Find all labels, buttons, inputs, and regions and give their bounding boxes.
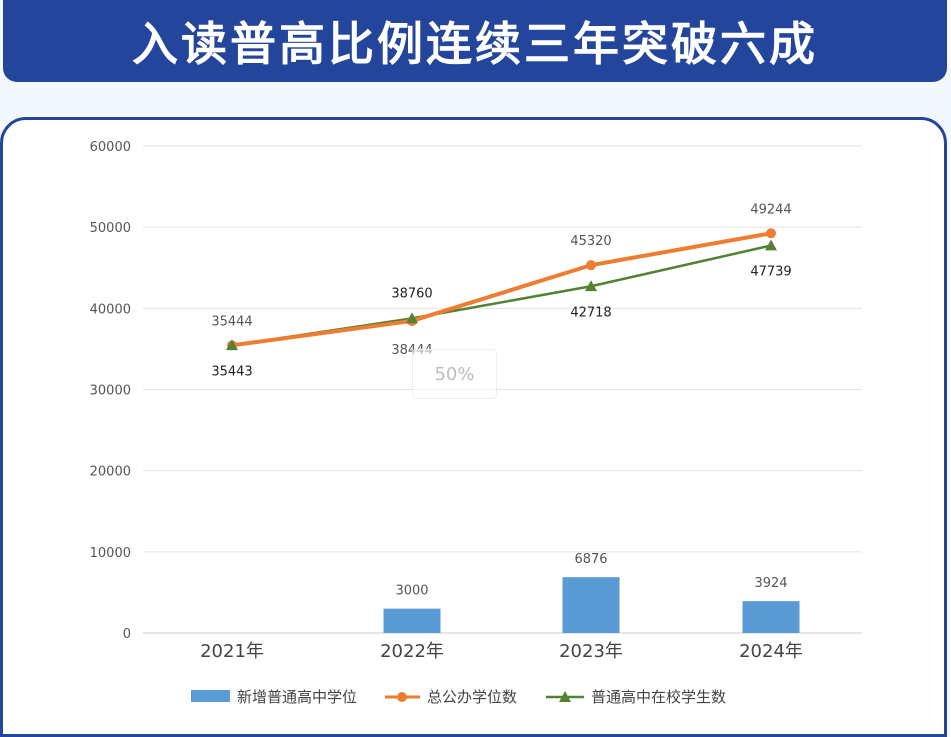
y-tick-label: 60000 — [90, 140, 131, 155]
data-label: 45320 — [570, 234, 611, 249]
bar — [383, 608, 441, 633]
data-label: 35443 — [211, 364, 252, 379]
data-label: 47739 — [750, 265, 791, 280]
data-point — [766, 228, 776, 239]
legend-label: 新增普通高中学位 — [237, 688, 357, 706]
x-tick-label: 2022年 — [380, 641, 444, 662]
data-point — [226, 339, 238, 351]
y-tick-label: 50000 — [90, 221, 131, 236]
data-point — [406, 312, 418, 324]
y-tick-label: 0 — [123, 627, 131, 642]
legend-label: 普通高中在校学生数 — [591, 688, 726, 706]
y-tick-label: 30000 — [90, 384, 131, 399]
page-title: 入读普高比例连续三年突破六成 — [132, 17, 818, 71]
legend-swatch — [191, 690, 230, 702]
bar — [742, 601, 800, 633]
legend-marker — [559, 691, 571, 702]
y-tick-label: 20000 — [90, 465, 131, 480]
legend-label: 总公办学位数 — [427, 688, 517, 706]
bar-data-label: 3000 — [395, 584, 428, 599]
data-point — [585, 280, 597, 292]
series-line — [231, 231, 772, 348]
bar-data-label: 6876 — [574, 552, 607, 567]
bar-data-label: 3924 — [754, 576, 787, 591]
data-point — [586, 260, 596, 271]
x-tick-label: 2023年 — [559, 641, 623, 662]
legend-marker — [397, 692, 407, 702]
y-tick-label: 10000 — [90, 546, 131, 561]
title-banner: 入读普高比例连续三年突破六成 — [3, 0, 947, 82]
y-tick-label: 40000 — [90, 302, 131, 317]
bar — [562, 577, 620, 633]
data-label: 49244 — [750, 202, 791, 217]
x-tick-label: 2021年 — [200, 641, 264, 662]
chart-card — [0, 117, 947, 737]
data-label: 42718 — [570, 305, 611, 320]
chart: 0 10000 20000 30000 40000 50000 60000 2021年 2022… — [90, 140, 862, 706]
data-point — [765, 239, 777, 251]
data-label: 35444 — [211, 314, 252, 329]
data-label: 38760 — [391, 286, 432, 301]
x-tick-label: 2024年 — [739, 641, 803, 662]
zoom-indicator: 50% — [412, 349, 497, 399]
series-line — [231, 244, 772, 347]
